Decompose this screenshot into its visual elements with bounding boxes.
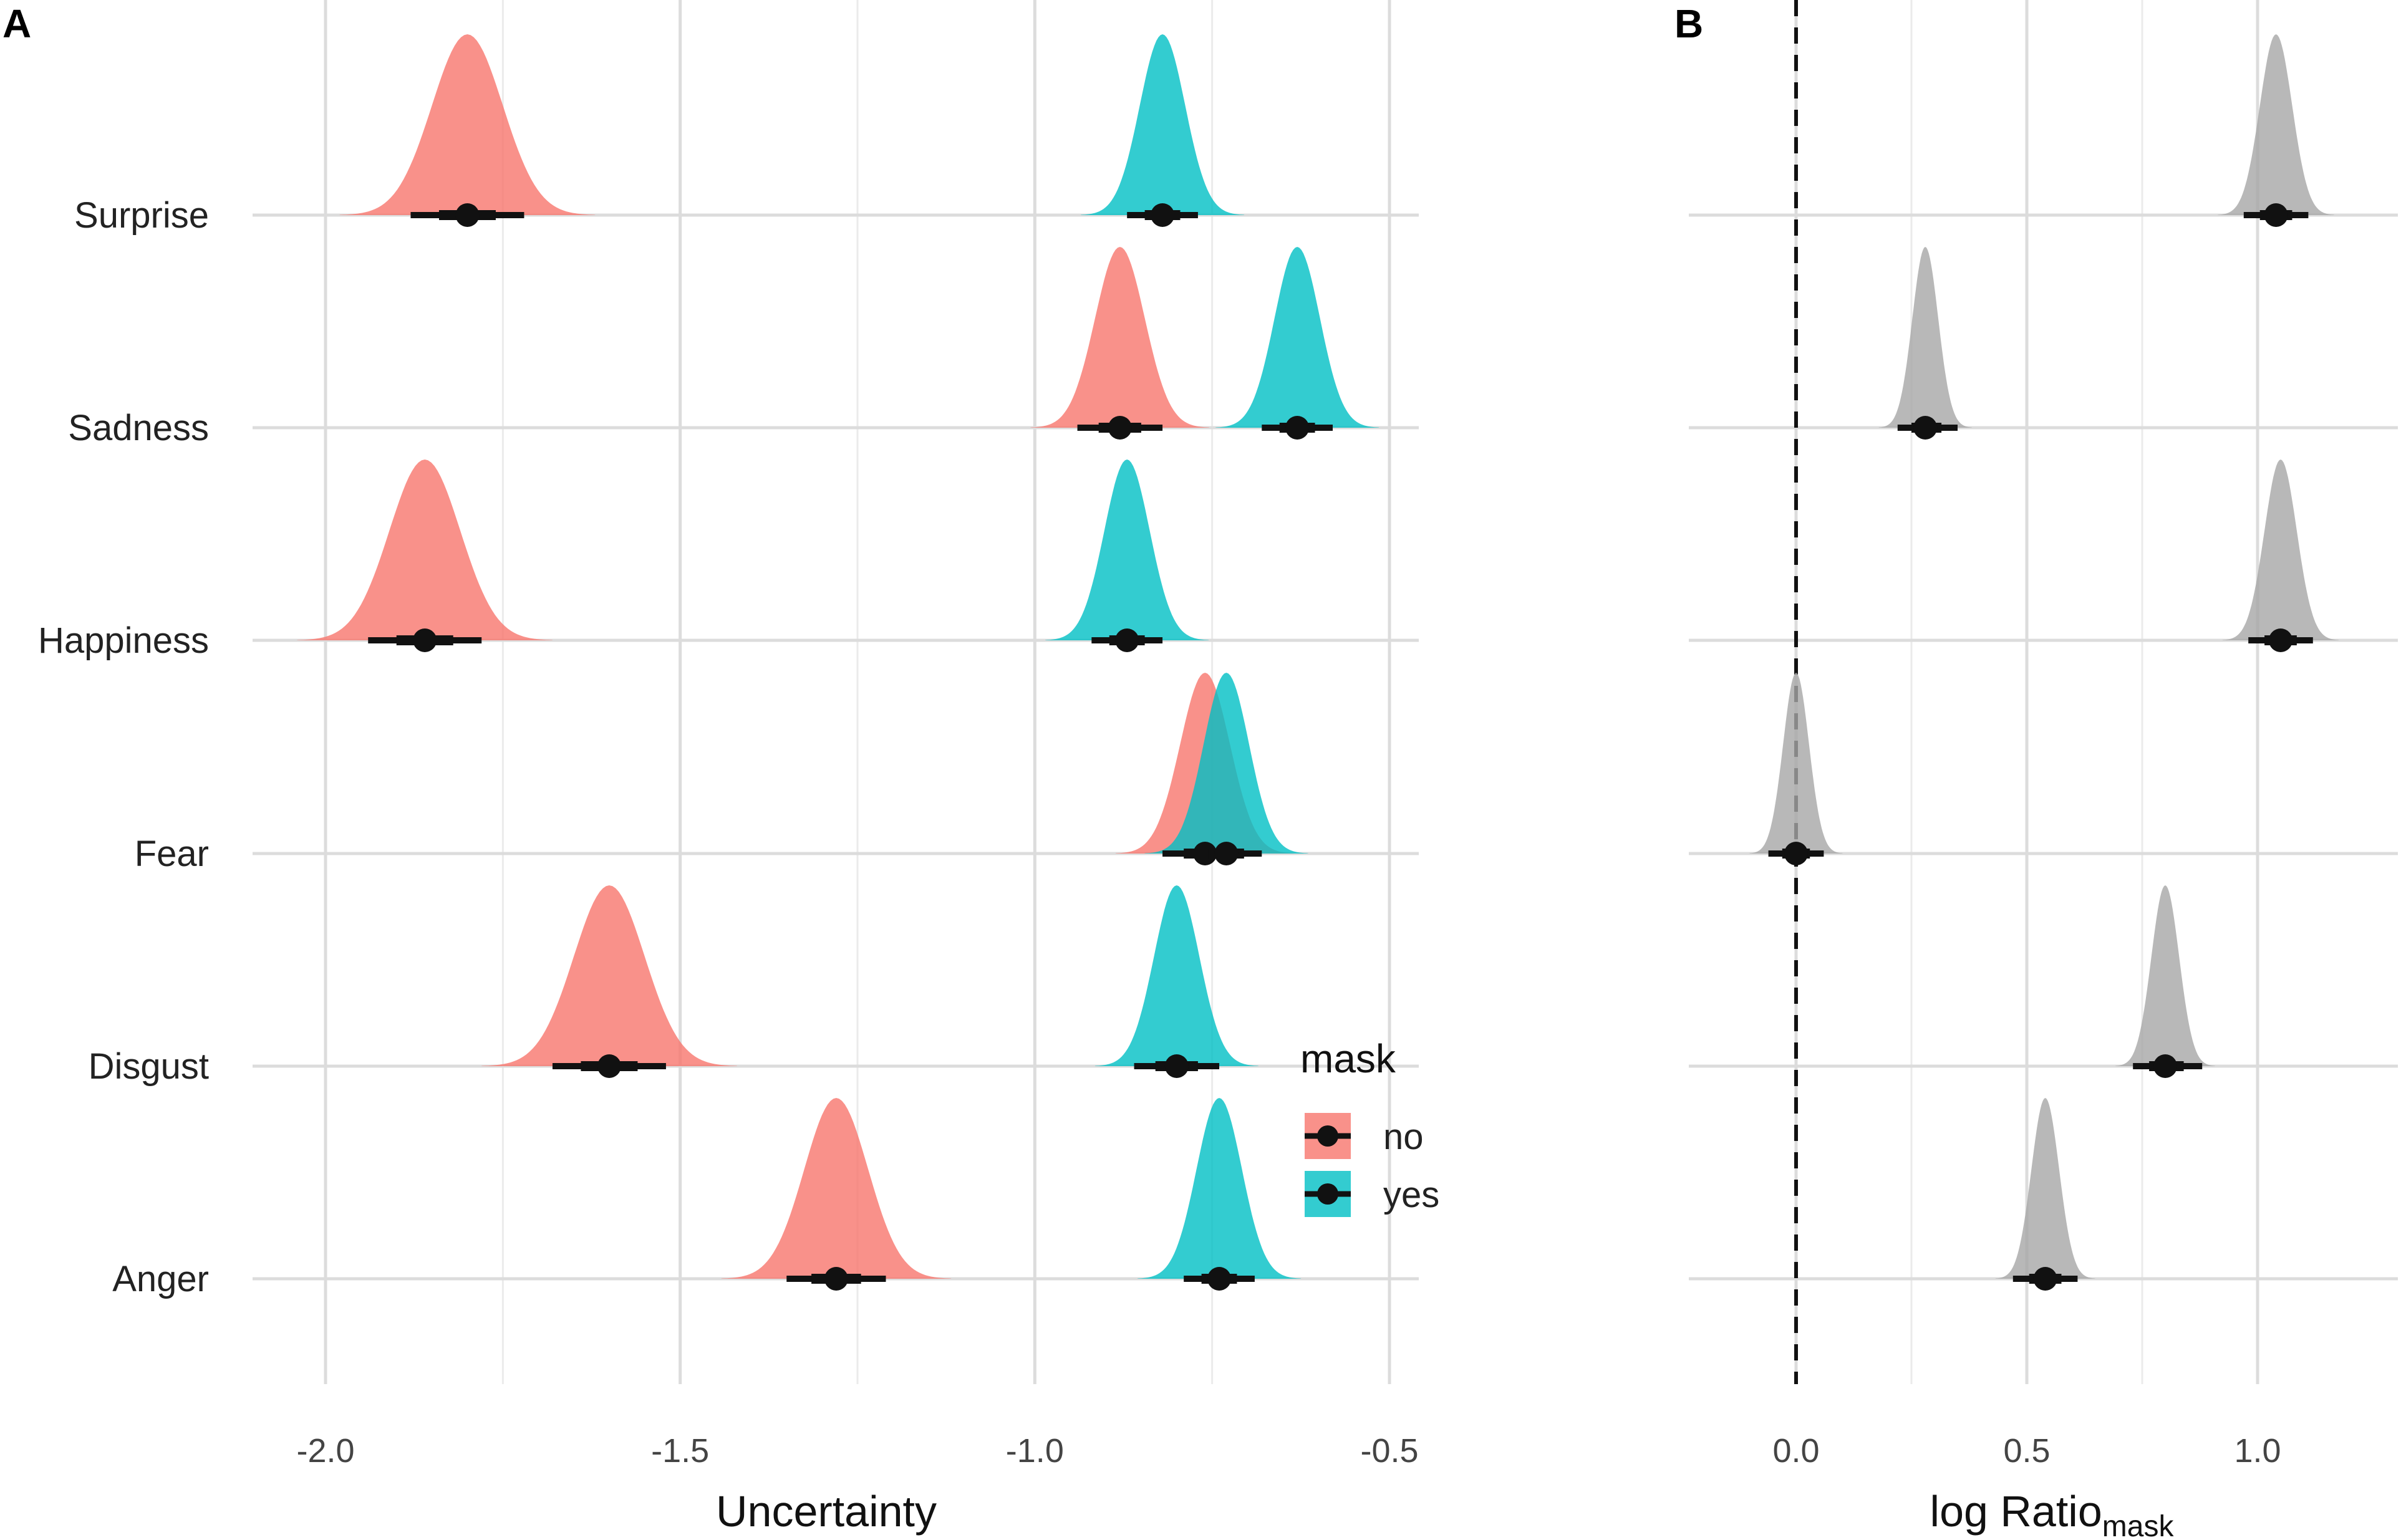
panel-a-y-ticks: Surprise Sadness Happiness Fear Disgust Anger xyxy=(38,195,209,1299)
point-yes-sadness xyxy=(1285,416,1310,440)
density-yes-sadness xyxy=(1215,247,1379,428)
point-log-ratio-sadness xyxy=(1913,416,1938,440)
y-tick-label-sadness: Sadness xyxy=(68,408,209,448)
point-no-anger xyxy=(824,1267,848,1291)
panel-b-tag: B xyxy=(1674,1,1703,46)
point-no-sadness xyxy=(1108,416,1132,440)
y-tick-label-happiness: Happiness xyxy=(38,620,209,661)
y-tick-label-anger: Anger xyxy=(112,1259,209,1299)
point-no-happiness xyxy=(413,628,437,652)
point-no-surprise xyxy=(455,203,480,227)
point-log-ratio-disgust xyxy=(2153,1054,2177,1078)
point-log-ratio-surprise xyxy=(2264,203,2288,227)
point-no-disgust xyxy=(597,1054,621,1078)
density-yes-fear xyxy=(1144,673,1308,854)
density-no-happiness xyxy=(297,460,553,640)
density-log-ratio-anger xyxy=(1995,1098,2095,1279)
panel-a-densities xyxy=(297,34,1379,1279)
legend-item-no: no xyxy=(1305,1113,1424,1159)
panel-a-x-tick-label: -1.5 xyxy=(651,1432,709,1470)
panel-b-intervals xyxy=(1768,203,2313,1291)
density-log-ratio-sadness xyxy=(1878,247,1972,428)
point-yes-anger xyxy=(1207,1267,1232,1291)
point-log-ratio-fear xyxy=(1784,842,1808,865)
panel-b-densities xyxy=(1749,34,2339,1279)
density-log-ratio-surprise xyxy=(2218,34,2334,215)
legend-key-yes-point xyxy=(1317,1183,1338,1205)
point-yes-surprise xyxy=(1151,203,1175,227)
legend-item-yes: yes xyxy=(1305,1171,1439,1217)
y-tick-label-surprise: Surprise xyxy=(74,195,209,236)
legend-label-no: no xyxy=(1383,1117,1424,1157)
panel-a-x-tick-label: -2.0 xyxy=(296,1432,354,1470)
panel-b-x-ticks: 0.0 0.5 1.0 xyxy=(1772,1432,2281,1470)
density-yes-surprise xyxy=(1081,34,1245,215)
density-log-ratio-happiness xyxy=(2222,460,2339,640)
legend-title: mask xyxy=(1300,1036,1396,1081)
density-log-ratio-fear xyxy=(1749,673,1843,854)
density-no-anger xyxy=(721,1098,952,1279)
panel-b-x-tick-label: 0.0 xyxy=(1772,1432,1819,1470)
panel-b-x-axis-title-main: log Ratio xyxy=(1930,1487,2102,1536)
density-yes-happiness xyxy=(1045,460,1209,640)
panel-a-x-axis-title: Uncertainty xyxy=(716,1487,937,1536)
panel-a-intervals xyxy=(368,203,1333,1291)
density-no-sadness xyxy=(1030,247,1210,428)
point-yes-fear xyxy=(1214,842,1239,865)
y-tick-label-disgust: Disgust xyxy=(89,1046,209,1087)
point-log-ratio-anger xyxy=(2033,1267,2057,1291)
point-yes-disgust xyxy=(1164,1054,1189,1078)
density-yes-disgust xyxy=(1094,885,1258,1066)
panel-b-x-tick-label: 0.5 xyxy=(2003,1432,2050,1470)
density-log-ratio-disgust xyxy=(2115,885,2215,1066)
legend-key-no-point xyxy=(1317,1125,1338,1147)
panel-a-tag: A xyxy=(2,1,31,46)
panel-a-x-ticks: -2.0 -1.5 -1.0 -0.5 xyxy=(296,1432,1418,1470)
panel-a: Surprise Sadness Happiness Fear Disgust Anger… xyxy=(2,0,1419,1536)
point-yes-happiness xyxy=(1115,628,1139,652)
panel-a-x-tick-label: -1.0 xyxy=(1006,1432,1064,1470)
panel-a-x-tick-label: -0.5 xyxy=(1360,1432,1418,1470)
panel-b-x-axis-title-sub: mask xyxy=(2102,1510,2175,1540)
density-yes-anger xyxy=(1138,1098,1302,1279)
panel-b-x-axis-title: log Ratiomask xyxy=(1930,1487,2175,1540)
point-log-ratio-happiness xyxy=(2269,628,2292,652)
legend-label-yes: yes xyxy=(1383,1175,1439,1215)
density-no-disgust xyxy=(481,885,737,1066)
panel-b-x-tick-label: 1.0 xyxy=(2234,1432,2281,1470)
density-no-surprise xyxy=(339,34,596,215)
y-tick-label-fear: Fear xyxy=(135,834,209,874)
panel-b: 0.0 0.5 1.0 B log Ratiomask xyxy=(1674,0,2398,1540)
legend: mask no yes xyxy=(1300,1036,1439,1217)
